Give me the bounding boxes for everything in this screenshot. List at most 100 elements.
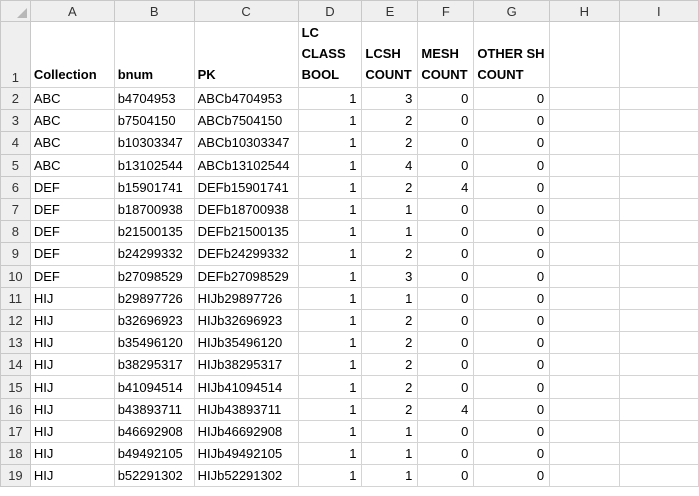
cell-empty[interactable] [618,353,699,377]
cell-lcsh-count[interactable]: 1 [361,197,419,222]
cell-collection[interactable]: HIJ [29,353,115,377]
row-header[interactable]: 3 [0,109,31,133]
row-header[interactable]: 16 [0,397,31,421]
row-header[interactable]: 12 [0,308,31,333]
cell-pk[interactable]: HIJb46692908 [193,419,299,444]
cell-empty[interactable] [549,175,620,199]
cell-other-sh-count[interactable]: 0 [473,109,551,133]
cell-empty[interactable] [549,375,620,399]
cell-bnum[interactable]: b43893711 [113,397,195,421]
row-header[interactable]: 10 [0,264,31,288]
cell-empty[interactable] [618,109,699,133]
cell-empty[interactable] [618,308,699,333]
cell-mesh-count[interactable]: 0 [417,153,475,177]
cell-empty[interactable] [618,441,699,466]
cell-empty[interactable] [549,86,620,111]
cell-empty[interactable] [549,308,620,333]
cell-collection[interactable]: ABC [29,109,115,133]
cell-empty[interactable] [618,220,699,244]
cell-lc-class-bool[interactable]: 1 [297,264,363,288]
cell-collection[interactable]: DEF [29,220,115,244]
cell-empty[interactable] [618,464,699,488]
cell-other-sh-count[interactable]: 0 [473,441,551,466]
cell-lcsh-count[interactable]: 2 [361,175,419,199]
row-header[interactable]: 8 [0,220,31,244]
cell-bnum[interactable]: b49492105 [113,441,195,466]
cell-mesh-count[interactable]: 0 [417,375,475,399]
cell-empty[interactable] [618,286,699,310]
cell-empty[interactable] [618,419,699,444]
cell-empty[interactable] [618,331,699,355]
row-header[interactable]: 14 [0,353,31,377]
cell-collection[interactable]: ABC [29,153,115,177]
cell-pk[interactable]: ABCb4704953 [193,86,299,111]
cell-pk[interactable]: HIJb41094514 [193,375,299,399]
cell-lc-class-bool[interactable]: 1 [297,197,363,222]
cell-lc-class-bool[interactable]: 1 [297,131,363,155]
cell-empty[interactable] [549,441,620,466]
cell-mesh-count[interactable]: 0 [417,286,475,310]
cell-empty[interactable] [549,419,620,444]
cell-other-sh-count[interactable]: 0 [473,197,551,222]
cell-pk[interactable]: HIJb52291302 [193,464,299,488]
cell-collection[interactable]: DEF [29,264,115,288]
cell-empty[interactable] [618,86,699,111]
cell-lcsh-count[interactable]: 3 [361,86,419,111]
row-header[interactable]: 6 [0,175,31,199]
cell-empty[interactable] [618,264,699,288]
column-header-g[interactable]: G [473,0,551,22]
row-header[interactable]: 15 [0,375,31,399]
cell-pk[interactable]: HIJb35496120 [193,331,299,355]
cell-empty[interactable] [549,109,620,133]
cell-collection[interactable]: HIJ [29,441,115,466]
cell-bnum[interactable]: b13102544 [113,153,195,177]
cell-mesh-count[interactable]: 0 [417,419,475,444]
cell-pk[interactable]: ABCb10303347 [193,131,299,155]
cell-empty[interactable] [549,264,620,288]
cell-lc-class-bool[interactable]: 1 [297,331,363,355]
cell-other-sh-count[interactable]: 0 [473,331,551,355]
cell-other-sh-count[interactable]: 0 [473,175,551,199]
cell-collection[interactable]: HIJ [29,419,115,444]
cell-other-sh-count[interactable]: 0 [473,131,551,155]
cell-empty[interactable] [549,21,620,88]
cell-collection[interactable]: DEF [29,242,115,266]
cell-collection[interactable]: ABC [29,131,115,155]
cell-lcsh-count[interactable]: 2 [361,397,419,421]
row-header[interactable]: 5 [0,153,31,177]
column-header-i[interactable]: I [618,0,699,22]
cell-other-sh-count[interactable]: 0 [473,419,551,444]
cell-mesh-count[interactable]: 0 [417,464,475,488]
row-header[interactable]: 18 [0,441,31,466]
cell-mesh-count[interactable]: 0 [417,242,475,266]
cell-empty[interactable] [549,131,620,155]
cell-lcsh-count[interactable]: 2 [361,308,419,333]
cell-bnum[interactable]: b46692908 [113,419,195,444]
cell-lcsh-count[interactable]: 2 [361,109,419,133]
cell-collection[interactable]: DEF [29,175,115,199]
cell-empty[interactable] [549,397,620,421]
cell-mesh-count[interactable]: 4 [417,175,475,199]
cell-lc-class-bool[interactable]: 1 [297,397,363,421]
cell-pk[interactable]: DEFb15901741 [193,175,299,199]
cell-other-sh-count[interactable]: 0 [473,397,551,421]
cell-collection[interactable]: HIJ [29,375,115,399]
cell-collection[interactable]: HIJ [29,397,115,421]
cell-empty[interactable] [549,331,620,355]
cell-bnum[interactable]: b4704953 [113,86,195,111]
cell-empty[interactable] [549,242,620,266]
cell-other-sh-count[interactable]: 0 [473,220,551,244]
row-header[interactable]: 13 [0,331,31,355]
cell-empty[interactable] [549,153,620,177]
cell-lc-class-bool[interactable]: 1 [297,86,363,111]
cell-bnum[interactable]: b38295317 [113,353,195,377]
cell-mesh-count[interactable]: 0 [417,86,475,111]
cell-empty[interactable] [618,242,699,266]
cell-empty[interactable] [618,397,699,421]
cell-pk[interactable]: HIJb43893711 [193,397,299,421]
column-header-a[interactable]: A [29,0,115,22]
cell-bnum[interactable]: b21500135 [113,220,195,244]
cell-pk[interactable]: ABCb7504150 [193,109,299,133]
cell-pk[interactable]: DEFb18700938 [193,197,299,222]
cell-empty[interactable] [549,464,620,488]
